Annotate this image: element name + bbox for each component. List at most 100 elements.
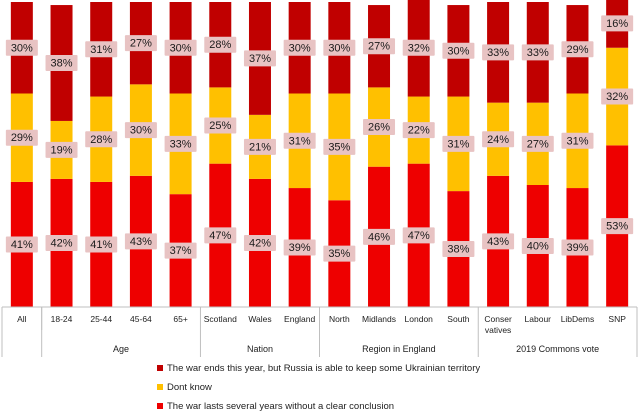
x-tick-label-snp: SNP [608,314,626,324]
data-label-wales-s0: 42% [249,237,271,249]
data-label-wales-s1: 21% [249,141,271,153]
data-label-bg-wales-s0 [243,234,276,251]
data-label-scotland-s0: 47% [209,230,231,242]
legend-swatch-dont-know [157,384,163,390]
data-label-bg-midlands-s2 [363,38,396,55]
x-tick-label-south: South [447,314,469,324]
data-label-bg-65-s0 [164,242,197,259]
data-label-bg-all-s1 [5,129,38,146]
data-label-snp-s1: 32% [606,91,628,103]
data-label-bg-snp-s2 [601,15,634,32]
legend-label-the-war-ends-this-year-b: The war ends this year, but Russia is ab… [167,363,480,374]
x-tick-label-wales: Wales [248,314,271,324]
data-label-bg-18-24-s0 [45,234,78,251]
legend-label-the-war-lasts-several-ye: The war lasts several years without a cl… [167,401,394,412]
data-label-bg-labour-s0 [521,238,554,254]
data-label-bg-snp-s1 [601,88,634,105]
data-label-bg-snp-s0 [601,218,634,235]
data-label-conser-vatives-s1: 24% [487,134,509,146]
x-tick-label-north: North [329,314,350,324]
x-tick-label-london: London [405,314,434,324]
data-label-bg-england-s0 [283,239,316,256]
data-label-bg-england-s2 [283,39,316,56]
group-label-region-in-england: Region in England [362,344,436,354]
data-label-bg-libdems-s0 [561,239,594,256]
data-label-bg-london-s0 [402,227,435,244]
data-label-bg-wales-s1 [243,138,276,155]
data-label-libdems-s2: 29% [566,44,588,56]
group-label-age: Age [113,344,129,354]
data-label-south-s2: 30% [447,45,469,57]
data-label-25-44-s1: 28% [90,134,112,146]
data-label-midlands-s2: 27% [368,41,390,53]
data-label-bg-conser-vatives-s0 [482,233,515,250]
data-label-all-s1: 29% [11,132,33,144]
data-label-north-s2: 30% [328,42,350,54]
data-label-england-s1: 31% [289,135,311,147]
data-label-snp-s0: 53% [606,221,628,233]
data-label-libdems-s1: 31% [566,135,588,147]
data-label-18-24-s0: 42% [51,237,73,249]
data-label-25-44-s2: 31% [90,44,112,56]
data-label-bg-25-44-s0 [85,236,118,253]
data-label-scotland-s2: 28% [209,39,231,51]
data-label-bg-scotland-s2 [204,36,237,53]
data-label-bg-25-44-s2 [85,41,118,58]
data-label-bg-all-s0 [5,236,38,253]
data-label-25-44-s0: 41% [90,239,112,251]
data-label-bg-midlands-s0 [363,228,396,245]
data-label-bg-south-s0 [442,241,475,258]
data-label-libdems-s0: 39% [566,242,588,254]
data-label-scotland-s1: 25% [209,120,231,132]
data-label-south-s1: 31% [447,138,469,150]
x-tick-label-65: 65+ [173,314,187,324]
data-label-bg-labour-s1 [521,135,554,152]
data-label-north-s0: 35% [328,248,350,260]
data-label-18-24-s2: 38% [51,58,73,70]
x-tick-label-labour: Labour [525,314,552,324]
data-label-bg-south-s2 [442,42,475,59]
data-label-all-s0: 41% [11,239,33,251]
data-label-bg-libdems-s2 [561,41,594,58]
x-tick-label-libdems: LibDems [561,314,595,324]
data-label-all-s2: 30% [11,42,33,54]
data-label-conser-vatives-s0: 43% [487,236,509,248]
x-tick-label-england: England [284,314,315,324]
data-label-bg-wales-s2 [243,50,276,67]
data-label-labour-s0: 40% [527,241,549,253]
data-label-england-s0: 39% [289,242,311,254]
x-tick-label-midlands: Midlands [362,314,396,324]
data-label-45-64-s2: 27% [130,38,152,50]
data-label-65-s0: 37% [170,245,192,257]
data-label-bg-england-s1 [283,132,316,149]
data-label-wales-s2: 37% [249,53,271,65]
data-label-45-64-s0: 43% [130,236,152,248]
data-label-london-s1: 22% [408,125,430,137]
data-label-labour-s1: 27% [527,138,549,150]
legend-swatch-the-war-lasts-several-ye [157,403,163,409]
group-label-nation: Nation [247,344,273,354]
x-tick-label-45-64: 45-64 [130,314,152,324]
data-label-bg-18-24-s1 [45,141,78,158]
data-label-bg-45-64-s1 [124,122,157,139]
data-label-bg-18-24-s2 [45,55,78,71]
data-label-bg-conser-vatives-s1 [482,131,515,148]
x-tick-label-all: All [17,314,27,324]
data-label-bg-65-s1 [164,135,197,152]
data-label-bg-scotland-s0 [204,227,237,244]
data-label-midlands-s1: 26% [368,122,390,134]
data-label-bg-45-64-s0 [124,233,157,250]
data-label-labour-s2: 33% [527,47,549,59]
data-label-bg-libdems-s1 [561,132,594,149]
data-label-bg-conser-vatives-s2 [482,44,515,61]
data-label-london-s0: 47% [408,230,430,242]
data-label-bg-scotland-s1 [204,117,237,134]
x-tick-label-conser-vatives-0: Conser [484,314,512,324]
data-label-65-s1: 33% [170,138,192,150]
data-label-conser-vatives-s2: 33% [487,47,509,59]
data-label-18-24-s1: 19% [51,144,73,156]
data-label-bg-45-64-s2 [124,35,157,52]
data-label-bg-labour-s2 [521,44,554,61]
